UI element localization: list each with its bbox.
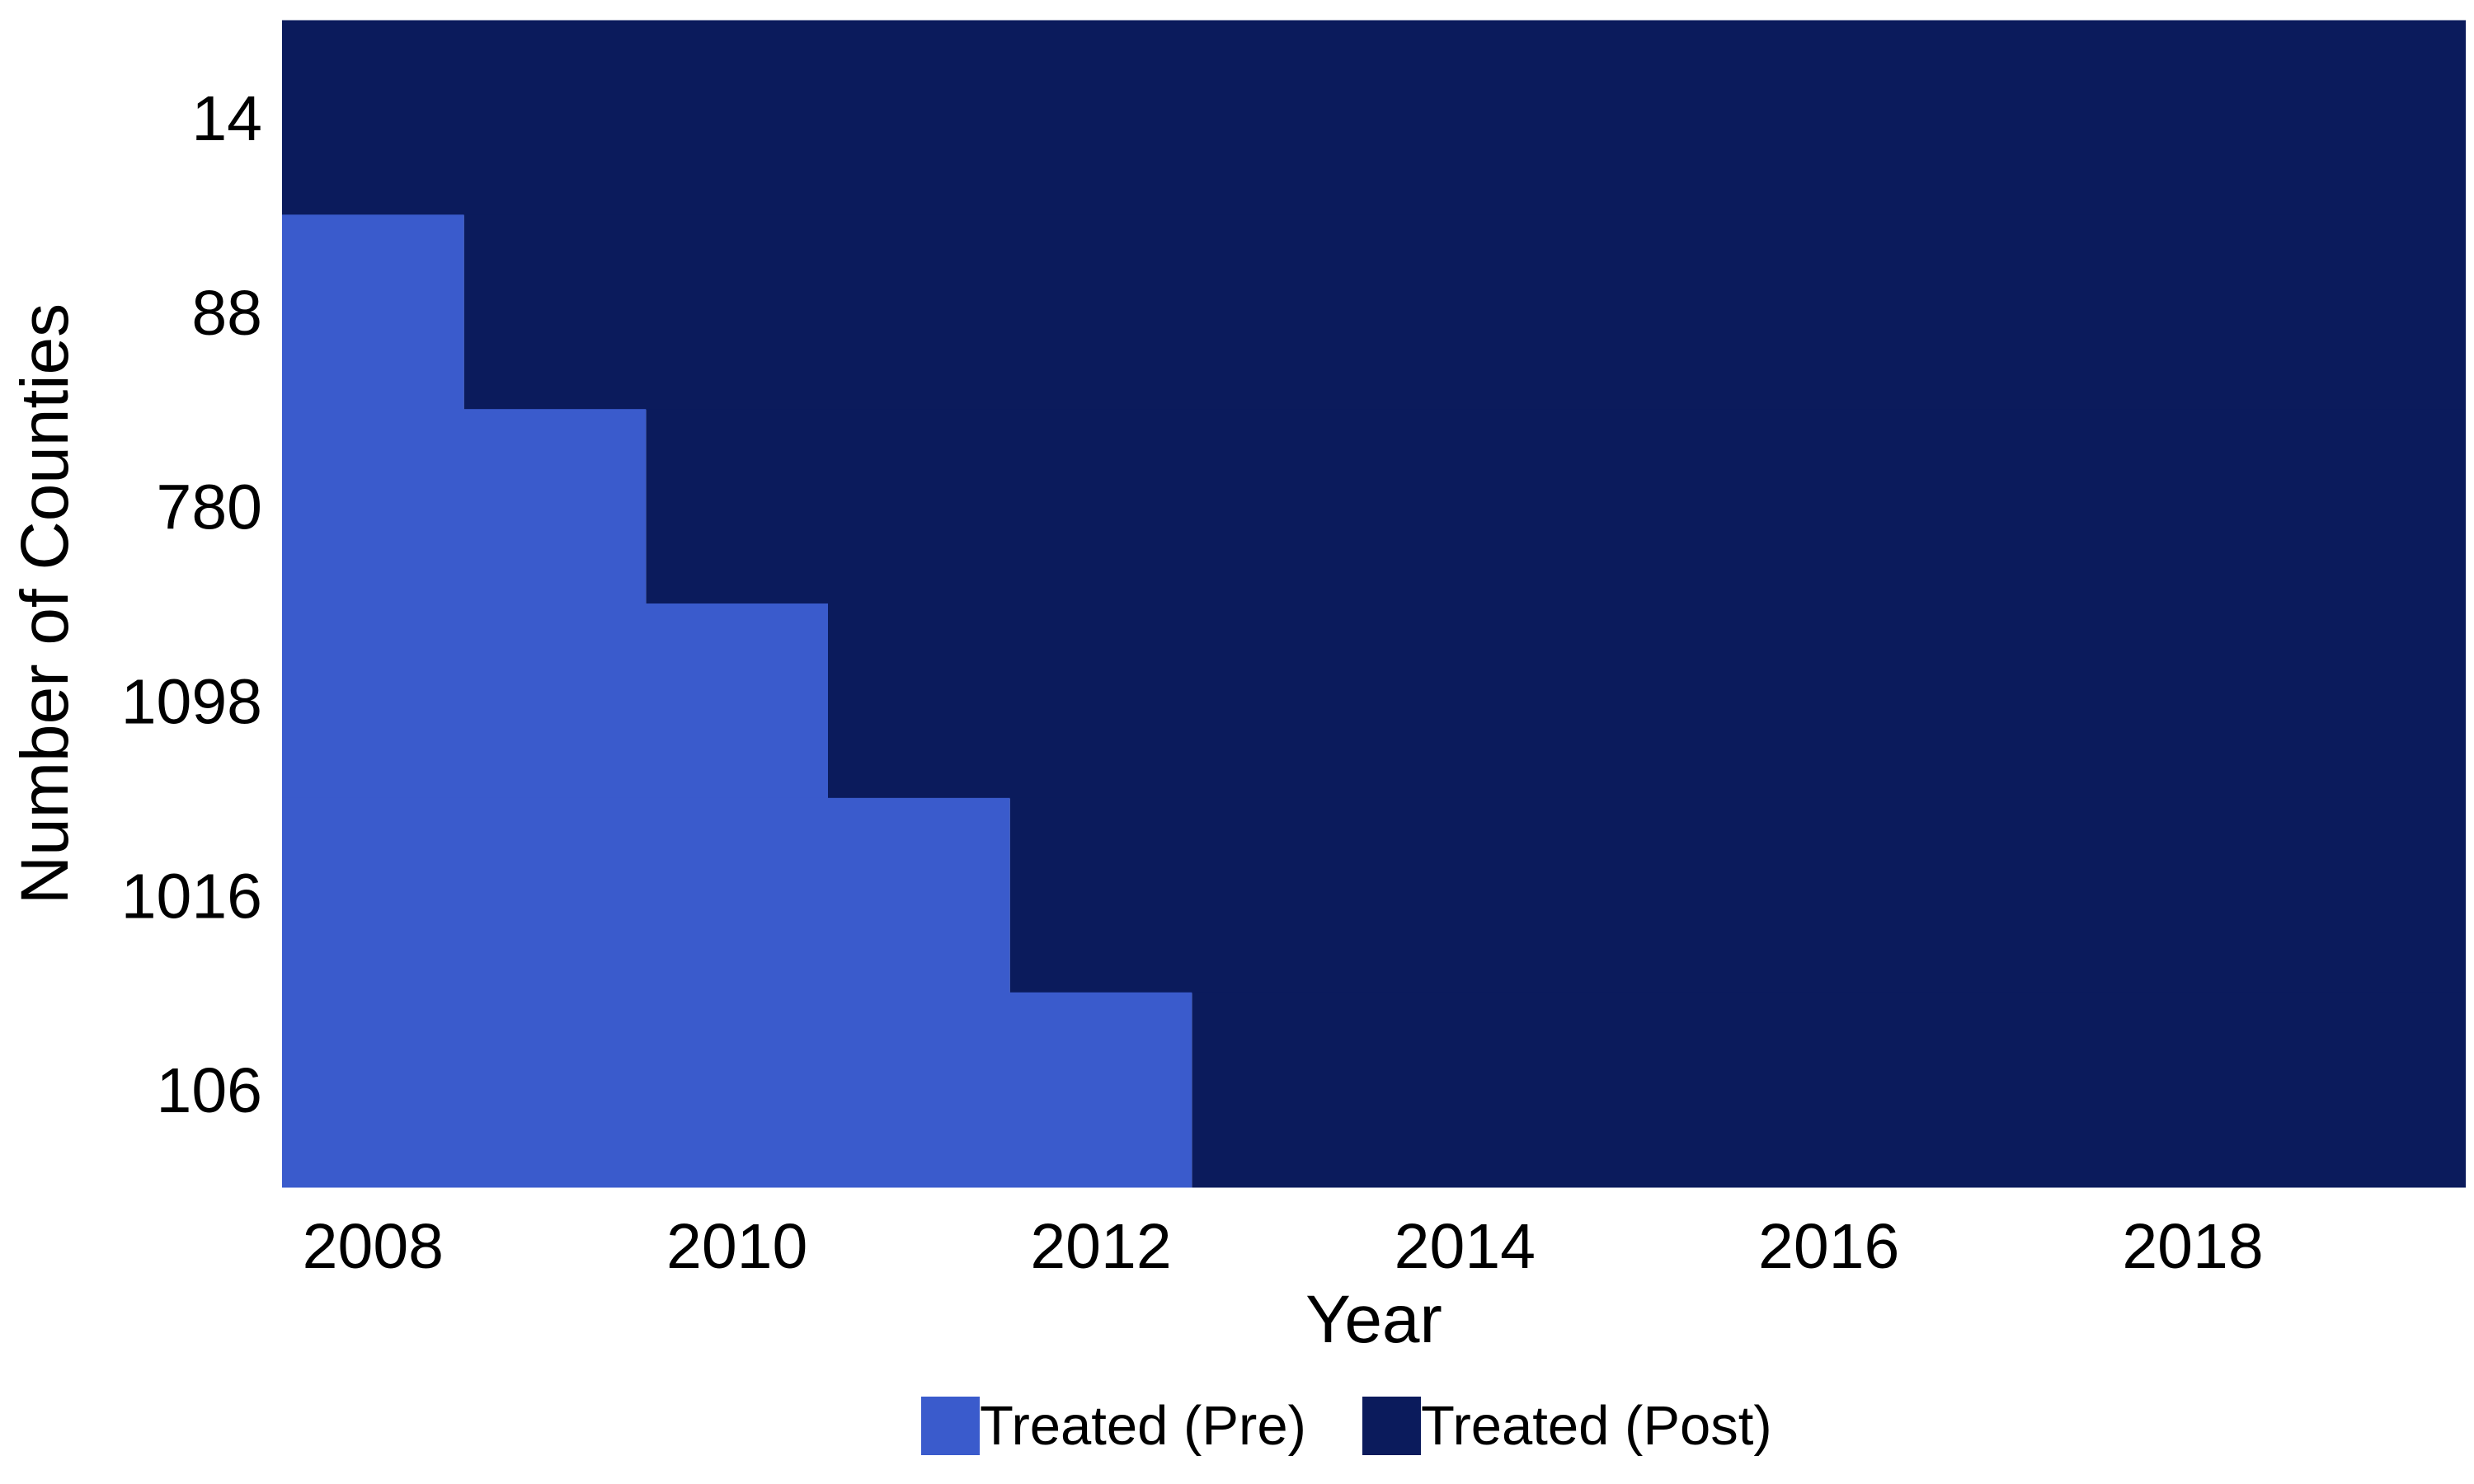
x-tick-label: 2008 [303,1211,444,1282]
y-tick-label: 106 [157,1055,262,1126]
y-tick-label: 88 [191,278,262,349]
legend-label-post: Treated (Post) [1421,1395,1772,1457]
y-tick-label: 1098 [121,666,262,737]
plot-area [282,20,2467,1188]
x-tick-label: 2012 [1030,1211,1171,1282]
y-axis-title: Number of Counties [7,303,82,904]
cell-post-106 [1192,992,2466,1188]
x-tick-label: 2010 [666,1211,807,1282]
x-tick-label: 2018 [2122,1211,2263,1282]
cell-post-88 [463,214,2466,411]
cell-pre-1098 [282,603,828,799]
legend: Treated (Pre) Treated (Post) [921,1395,1772,1457]
legend-swatch-pre [921,1397,980,1455]
y-tick-label: 1016 [121,861,262,932]
cell-post-14 [282,20,2466,216]
legend-label-pre: Treated (Pre) [980,1395,1306,1457]
cell-pre-1016 [282,797,1010,993]
y-axis-ticks: 14 88 780 1098 1016 106 [121,83,262,1126]
x-tick-label: 2016 [1758,1211,1899,1282]
cell-post-780 [646,409,2467,604]
cell-pre-780 [282,409,647,604]
cell-post-1098 [828,603,2466,799]
y-tick-label: 14 [191,83,262,154]
legend-swatch-post [1362,1397,1421,1455]
x-tick-label: 2014 [1395,1211,1536,1282]
x-axis-ticks: 2008 2010 2012 2014 2016 2018 [303,1211,2264,1282]
y-tick-label: 780 [157,472,262,543]
cell-pre-106 [282,992,1192,1188]
cell-pre-88 [282,214,464,411]
x-axis-title: Year [1305,1282,1442,1357]
cell-post-1016 [1009,797,2466,993]
